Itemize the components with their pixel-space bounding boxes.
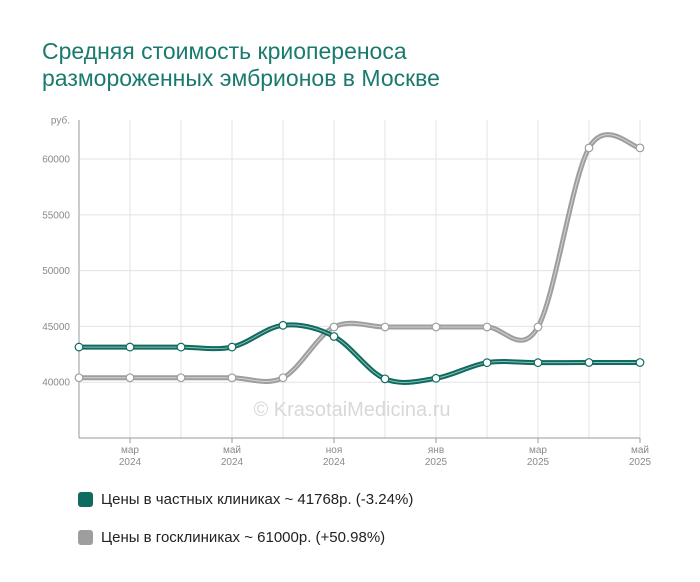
grid-lines xyxy=(78,120,641,438)
legend-item-public[interactable]: Цены в госклиниках ~ 61000р. (+50.98%) xyxy=(78,526,413,548)
y-tick-label: 40000 xyxy=(42,378,70,389)
series-points xyxy=(74,143,645,384)
data-point-public xyxy=(329,322,339,332)
y-tick-label: 45000 xyxy=(42,322,70,333)
x-tick-label-month: мар xyxy=(529,445,547,456)
data-point-private xyxy=(380,374,390,384)
chart-title-line-1: Средняя стоимость криопереноса xyxy=(42,38,407,64)
legend-swatch-private xyxy=(78,491,93,507)
data-point-private xyxy=(227,342,237,352)
axes: 4000045000500005500060000руб.мар2024май2… xyxy=(42,115,651,469)
data-point-public xyxy=(482,322,492,332)
data-point-public xyxy=(635,143,645,153)
y-tick-label: 60000 xyxy=(42,155,70,166)
data-point-private xyxy=(482,358,492,368)
x-tick-label-year: 2025 xyxy=(527,457,550,468)
legend-swatch-public xyxy=(78,529,93,545)
data-point-private xyxy=(74,342,84,352)
series-line-highlight-public xyxy=(78,134,641,382)
data-point-private xyxy=(278,320,288,330)
data-point-public xyxy=(227,373,237,383)
data-point-private xyxy=(431,373,441,383)
y-unit-label: руб. xyxy=(51,115,70,127)
data-point-public xyxy=(278,373,288,383)
x-tick-label-year: 2025 xyxy=(425,457,448,468)
data-point-private xyxy=(125,342,135,352)
x-tick-label-month: ноя xyxy=(326,445,343,456)
data-point-private xyxy=(635,358,645,367)
legend: Цены в частных клиниках ~ 41768р. (-3.24… xyxy=(78,488,413,564)
series-line-public xyxy=(76,132,643,384)
y-tick-label: 55000 xyxy=(42,210,70,221)
chart-title-line-2: размороженных эмбрионов в Москве xyxy=(42,65,440,91)
x-tick-label-year: 2024 xyxy=(119,457,142,468)
x-tick-label-year: 2024 xyxy=(221,457,244,468)
x-tick-label-month: май xyxy=(631,445,649,456)
data-point-public xyxy=(533,322,543,332)
x-tick-label-month: май xyxy=(223,445,241,456)
x-tick-label-year: 2024 xyxy=(323,457,346,468)
series-line-highlight-private xyxy=(79,324,641,383)
series-line-private xyxy=(76,322,643,385)
data-point-private xyxy=(176,342,186,352)
data-point-public xyxy=(176,373,186,383)
watermark: © KrasotaiMedicina.ru xyxy=(253,399,450,421)
series-lines xyxy=(76,132,643,385)
legend-label-public: Цены в госклиниках ~ 61000р. (+50.98%) xyxy=(101,528,386,546)
line-chart: 4000045000500005500060000руб.мар2024май2… xyxy=(42,115,651,469)
data-point-private xyxy=(533,358,543,368)
data-point-public xyxy=(74,373,84,383)
legend-item-private[interactable]: Цены в частных клиниках ~ 41768р. (-3.24… xyxy=(78,488,413,510)
data-point-public xyxy=(584,143,594,153)
x-tick-label-year: 2025 xyxy=(629,457,652,468)
legend-label-private: Цены в частных клиниках ~ 41768р. (-3.24… xyxy=(101,490,414,508)
x-tick-label-month: янв xyxy=(428,445,444,456)
data-point-private xyxy=(584,358,594,367)
data-point-public xyxy=(431,322,441,332)
data-point-public xyxy=(125,373,135,383)
chart-title: Средняя стоимость криопереноса размороже… xyxy=(42,38,662,92)
data-point-private xyxy=(329,332,339,341)
x-tick-label-month: мар xyxy=(121,445,139,456)
y-tick-label: 50000 xyxy=(42,266,70,277)
data-point-public xyxy=(380,322,390,332)
